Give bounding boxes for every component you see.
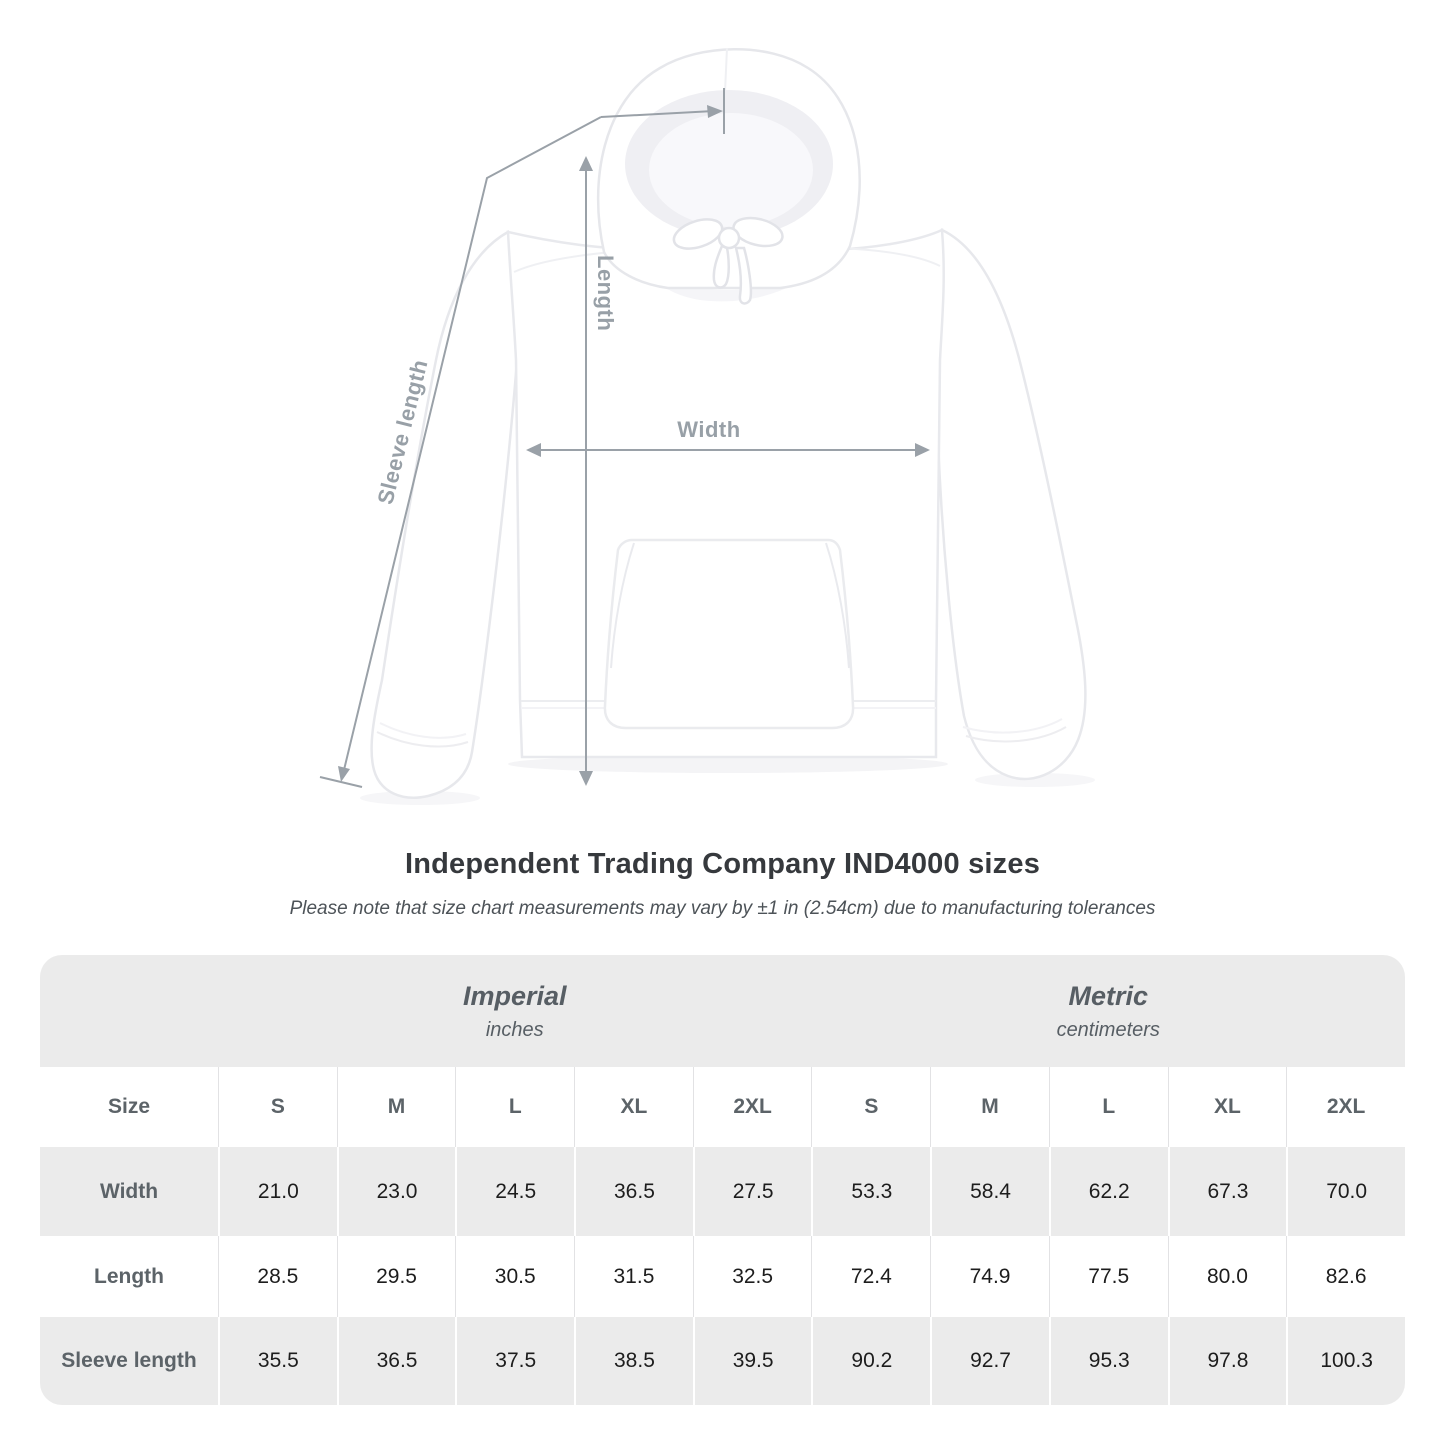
value-cell: 38.5 bbox=[574, 1317, 693, 1405]
size-header-row: Size S M L XL 2XL S M L XL 2XL bbox=[40, 1067, 1405, 1147]
metric-header: Metric centimeters bbox=[812, 955, 1406, 1067]
hood-lining bbox=[649, 113, 813, 227]
size-header-cell: XL bbox=[574, 1067, 693, 1147]
shadow bbox=[508, 755, 948, 773]
row-label: Width bbox=[99, 1179, 159, 1203]
value-cell: 90.2 bbox=[811, 1317, 930, 1405]
size-header-cell: 2XL bbox=[692, 1067, 812, 1147]
length-measure-label: Length bbox=[593, 255, 618, 332]
units-header-row: Imperial inches Metric centimeters bbox=[40, 955, 1405, 1067]
kangaroo-pocket bbox=[603, 538, 855, 730]
value-cell: 29.5 bbox=[336, 1236, 456, 1317]
value-cell: 53.3 bbox=[811, 1147, 930, 1236]
value-cell: 62.2 bbox=[1048, 1147, 1168, 1236]
value-cell: 70.0 bbox=[1286, 1147, 1405, 1236]
value-cell: 27.5 bbox=[692, 1147, 812, 1236]
table-row-width: Width 21.0 23.0 24.5 36.5 27.5 53.3 58.4… bbox=[40, 1147, 1405, 1236]
size-header-cell: S bbox=[218, 1067, 337, 1147]
value-cell: 97.8 bbox=[1167, 1317, 1287, 1405]
value-cell: 21.0 bbox=[218, 1147, 337, 1236]
measurement-lines bbox=[319, 88, 930, 788]
row-label: Length bbox=[94, 1264, 164, 1288]
metric-title: Metric bbox=[1068, 980, 1149, 1011]
value-cell: 67.3 bbox=[1167, 1147, 1287, 1236]
drawstring-bow bbox=[672, 216, 784, 305]
value-cell: 72.4 bbox=[811, 1236, 930, 1317]
imperial-unit: inches bbox=[485, 1018, 544, 1041]
right-sleeve bbox=[934, 228, 1087, 781]
width-measure-label: Width bbox=[677, 417, 741, 442]
size-header-cell: XL bbox=[1167, 1067, 1287, 1147]
table-row-length: Length 28.5 29.5 30.5 31.5 32.5 72.4 74.… bbox=[40, 1236, 1405, 1317]
size-diagram: Length Width Sleeve length bbox=[319, 47, 1095, 799]
value-cell: 39.5 bbox=[692, 1317, 812, 1405]
value-cell: 28.5 bbox=[218, 1236, 337, 1317]
size-col-header: Size bbox=[107, 1095, 151, 1118]
imperial-header: Imperial inches bbox=[218, 955, 812, 1067]
value-cell: 92.7 bbox=[930, 1317, 1049, 1405]
row-label: Sleeve length bbox=[61, 1349, 197, 1372]
value-cell: 77.5 bbox=[1048, 1236, 1168, 1317]
size-header-cell: M bbox=[930, 1067, 1049, 1147]
hoodie-illustration bbox=[319, 47, 1095, 799]
left-sleeve bbox=[370, 230, 522, 799]
value-cell: 36.5 bbox=[336, 1317, 456, 1405]
size-header-cell: S bbox=[811, 1067, 930, 1147]
value-cell: 30.5 bbox=[455, 1236, 574, 1317]
value-cell: 74.9 bbox=[930, 1236, 1049, 1317]
value-cell: 82.6 bbox=[1286, 1236, 1405, 1317]
size-chart-table: Imperial inches Metric centimeters Size … bbox=[40, 955, 1405, 1405]
size-header-cell: M bbox=[336, 1067, 456, 1147]
metric-unit: centimeters bbox=[1056, 1018, 1160, 1041]
value-cell: 58.4 bbox=[930, 1147, 1049, 1236]
size-header-cell: L bbox=[1048, 1067, 1168, 1147]
value-cell: 95.3 bbox=[1048, 1317, 1168, 1405]
value-cell: 80.0 bbox=[1167, 1236, 1287, 1317]
value-cell: 35.5 bbox=[218, 1317, 337, 1405]
table-row-sleeve-length: Sleeve length 35.5 36.5 37.5 38.5 39.5 9… bbox=[40, 1317, 1405, 1405]
imperial-title: Imperial bbox=[462, 980, 567, 1011]
value-cell: 23.0 bbox=[336, 1147, 456, 1236]
value-cell: 36.5 bbox=[574, 1147, 693, 1236]
value-cell: 24.5 bbox=[455, 1147, 574, 1236]
value-cell: 100.3 bbox=[1286, 1317, 1405, 1405]
tolerance-note: Please note that size chart measurements… bbox=[289, 898, 1156, 919]
value-cell: 31.5 bbox=[574, 1236, 693, 1317]
shadow bbox=[642, 258, 828, 302]
units-header-spacer bbox=[40, 955, 218, 1067]
sleeve-arrow-line bbox=[342, 116, 602, 775]
size-header-cell: 2XL bbox=[1286, 1067, 1405, 1147]
sleeve-arrow-top bbox=[600, 110, 715, 118]
shadow bbox=[975, 773, 1095, 787]
page-title: Independent Trading Company IND4000 size… bbox=[404, 848, 1041, 880]
value-cell: 37.5 bbox=[455, 1317, 574, 1405]
value-cell: 32.5 bbox=[692, 1236, 812, 1317]
size-header-cell: L bbox=[455, 1067, 574, 1147]
